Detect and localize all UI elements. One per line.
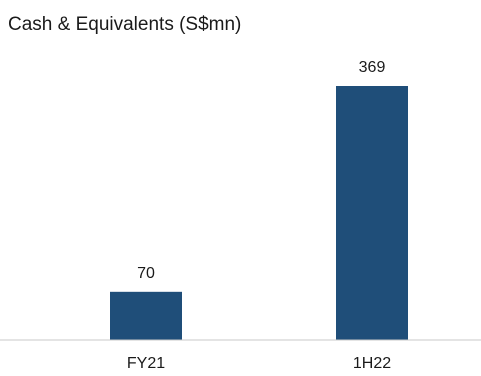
labels-layer: 70 FY21 369 1H22	[127, 59, 391, 372]
data-label-1h22: 369	[359, 59, 386, 76]
chart-title: Cash & Equivalents (S$mn)	[8, 14, 242, 35]
bars-layer	[110, 86, 408, 340]
x-tick-label-fy21: FY21	[127, 355, 165, 372]
bar-fy21	[110, 291, 182, 340]
data-label-fy21: 70	[137, 265, 155, 282]
bar-1h22	[336, 86, 408, 340]
x-tick-label-1h22: 1H22	[353, 355, 391, 372]
